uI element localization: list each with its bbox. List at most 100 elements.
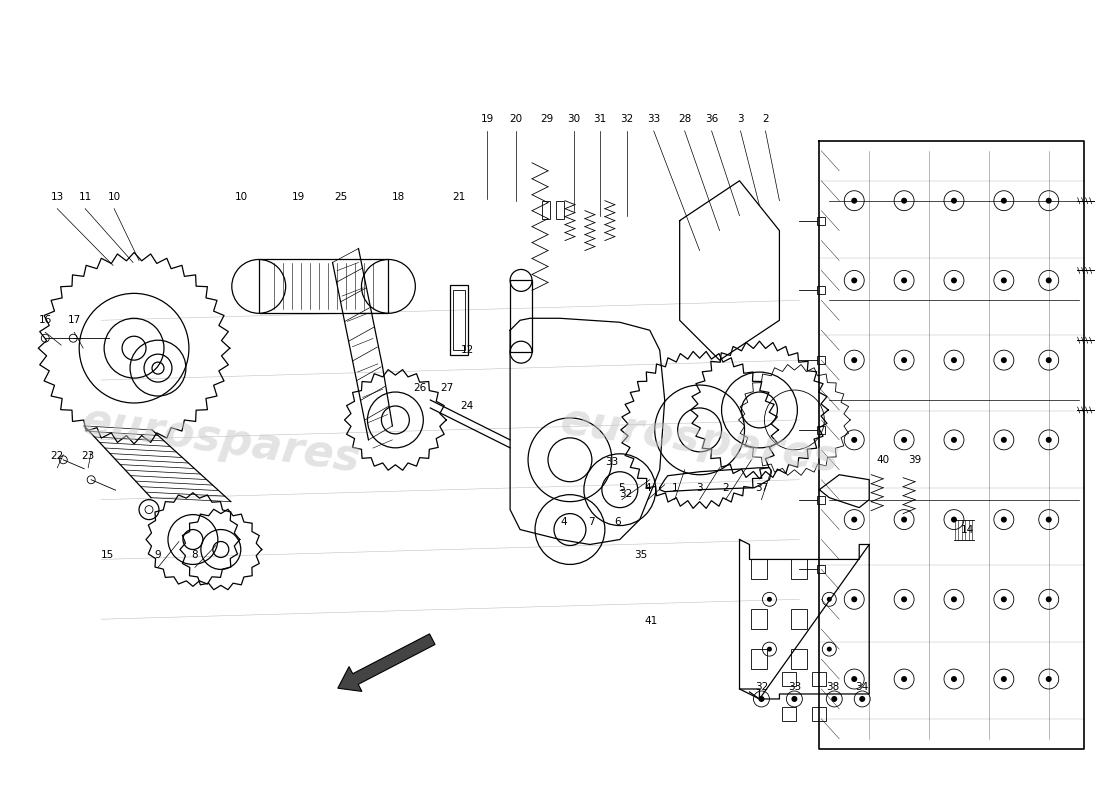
Circle shape [901, 198, 908, 204]
Text: 21: 21 [452, 192, 466, 202]
Text: 36: 36 [705, 114, 718, 124]
Bar [812, 707, 826, 721]
Text: 14: 14 [960, 525, 974, 534]
Text: 10: 10 [235, 192, 249, 202]
Circle shape [851, 278, 857, 283]
Text: 17: 17 [67, 315, 80, 326]
Circle shape [901, 437, 908, 443]
Bar [791, 559, 807, 579]
Circle shape [901, 676, 908, 682]
Circle shape [1001, 517, 1006, 522]
Bar [791, 649, 807, 669]
Circle shape [952, 357, 957, 363]
Circle shape [1001, 596, 1006, 602]
Text: 30: 30 [568, 114, 581, 124]
Circle shape [767, 646, 772, 652]
Circle shape [1046, 517, 1052, 522]
Text: 38: 38 [826, 682, 839, 692]
Circle shape [827, 597, 832, 602]
Bar [812, 672, 826, 686]
Bar [510, 281, 532, 352]
Text: 37: 37 [755, 482, 768, 493]
Circle shape [952, 278, 957, 283]
Circle shape [1046, 437, 1052, 443]
Text: 39: 39 [909, 454, 922, 465]
Text: 4: 4 [561, 517, 568, 526]
Bar [817, 566, 825, 574]
Bar [453, 290, 465, 350]
Text: 15: 15 [100, 550, 113, 561]
Text: 32: 32 [755, 682, 768, 692]
Text: 25: 25 [334, 192, 348, 202]
Bar [817, 496, 825, 504]
Text: 26: 26 [414, 383, 427, 393]
Circle shape [1046, 198, 1052, 204]
Circle shape [901, 596, 908, 602]
Text: 32: 32 [619, 489, 632, 498]
Text: 19: 19 [481, 114, 494, 124]
Circle shape [767, 597, 772, 602]
Text: 27: 27 [441, 383, 454, 393]
Text: 24: 24 [461, 401, 474, 411]
Text: eurospares: eurospares [78, 399, 363, 481]
Text: 3: 3 [696, 482, 703, 493]
Text: 9: 9 [155, 550, 162, 561]
Bar [556, 201, 564, 218]
Circle shape [1046, 278, 1052, 283]
Circle shape [851, 437, 857, 443]
Circle shape [1001, 676, 1006, 682]
Bar [782, 707, 796, 721]
Text: 33: 33 [788, 682, 801, 692]
Text: 11: 11 [78, 192, 91, 202]
Bar [817, 286, 825, 294]
Bar [751, 649, 768, 669]
Text: 3: 3 [737, 114, 744, 124]
Text: 19: 19 [292, 192, 306, 202]
Text: 6: 6 [615, 517, 622, 526]
Text: 33: 33 [647, 114, 660, 124]
Circle shape [851, 357, 857, 363]
Text: 1: 1 [671, 482, 678, 493]
Text: 10: 10 [108, 192, 121, 202]
Bar [817, 356, 825, 364]
Text: 33: 33 [605, 457, 618, 466]
Circle shape [952, 517, 957, 522]
Bar [450, 286, 469, 355]
Circle shape [851, 517, 857, 522]
FancyArrow shape [338, 634, 436, 691]
Text: 22: 22 [51, 451, 64, 461]
Bar [782, 672, 796, 686]
Circle shape [952, 198, 957, 204]
Circle shape [952, 676, 957, 682]
Text: 16: 16 [39, 315, 52, 326]
Bar [751, 610, 768, 630]
Text: 8: 8 [191, 550, 198, 561]
Text: 23: 23 [81, 451, 95, 461]
Circle shape [1046, 676, 1052, 682]
Text: 2: 2 [723, 482, 729, 493]
Circle shape [859, 696, 866, 702]
Circle shape [901, 278, 908, 283]
Text: 28: 28 [678, 114, 691, 124]
Text: 31: 31 [593, 114, 606, 124]
Circle shape [791, 696, 798, 702]
Text: 4: 4 [645, 482, 651, 493]
Circle shape [851, 676, 857, 682]
Circle shape [952, 437, 957, 443]
Circle shape [851, 198, 857, 204]
Text: 32: 32 [620, 114, 634, 124]
Circle shape [1046, 596, 1052, 602]
Bar [751, 559, 768, 579]
Text: 7: 7 [588, 517, 595, 526]
Bar [817, 426, 825, 434]
Circle shape [901, 357, 908, 363]
Bar [791, 610, 807, 630]
Text: 20: 20 [509, 114, 522, 124]
Text: 18: 18 [392, 192, 405, 202]
Text: 40: 40 [877, 454, 890, 465]
Circle shape [1001, 278, 1006, 283]
Circle shape [759, 696, 764, 702]
Circle shape [1001, 357, 1006, 363]
Text: 41: 41 [645, 616, 658, 626]
Text: 13: 13 [51, 192, 64, 202]
